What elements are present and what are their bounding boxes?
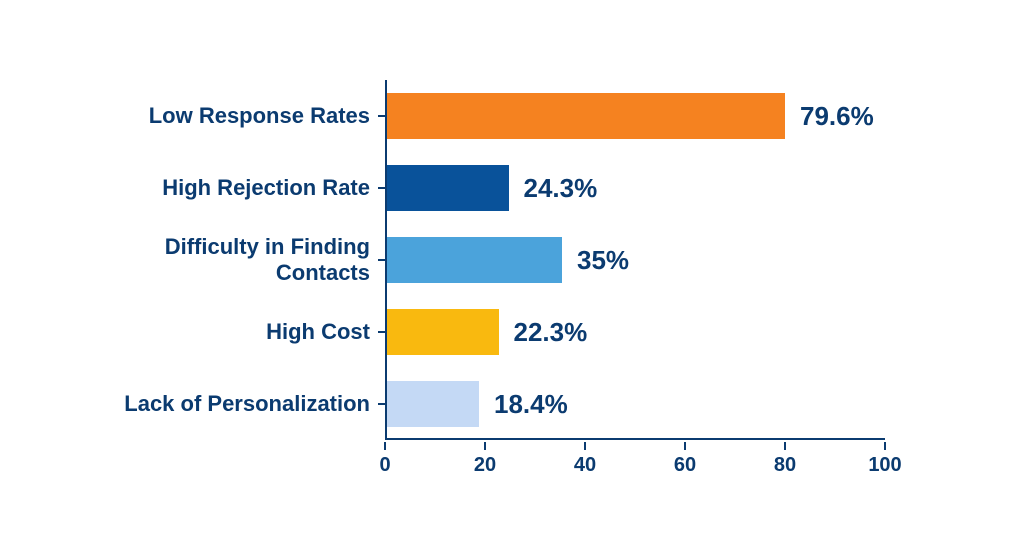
bar-value: 24.3% (524, 173, 598, 204)
bar-row: Difficulty in Finding Contacts35% (80, 224, 950, 296)
x-tick-label: 40 (574, 454, 596, 477)
bar-chart: Low Response Rates79.6%High Rejection Ra… (80, 80, 950, 500)
bar (387, 93, 785, 139)
x-tick (484, 442, 486, 450)
bar (387, 237, 562, 283)
bar-label: High Cost (70, 319, 370, 345)
x-tick-label: 20 (474, 454, 496, 477)
bar-label: Difficulty in Finding Contacts (70, 234, 370, 286)
bar-value: 18.4% (494, 389, 568, 420)
x-tick (584, 442, 586, 450)
bar (387, 165, 509, 211)
bar-value: 35% (577, 245, 629, 276)
x-tick (384, 442, 386, 450)
x-tick-label: 80 (774, 454, 796, 477)
bar-row: Low Response Rates79.6% (80, 80, 950, 152)
bar-row: High Rejection Rate24.3% (80, 152, 950, 224)
bar (387, 381, 479, 427)
bar-value: 22.3% (514, 317, 588, 348)
bar-row: High Cost22.3% (80, 296, 950, 368)
x-tick-label: 100 (868, 454, 901, 477)
x-tick (784, 442, 786, 450)
x-tick-label: 60 (674, 454, 696, 477)
bar-label: Lack of Personalization (70, 391, 370, 417)
x-tick (884, 442, 886, 450)
bar-label: High Rejection Rate (70, 175, 370, 201)
bar-row: Lack of Personalization18.4% (80, 368, 950, 440)
bar-value: 79.6% (800, 101, 874, 132)
x-axis: 020406080100 (385, 442, 885, 482)
bar-label: Low Response Rates (70, 103, 370, 129)
x-tick (684, 442, 686, 450)
x-tick-label: 0 (379, 454, 390, 477)
bar (387, 309, 499, 355)
